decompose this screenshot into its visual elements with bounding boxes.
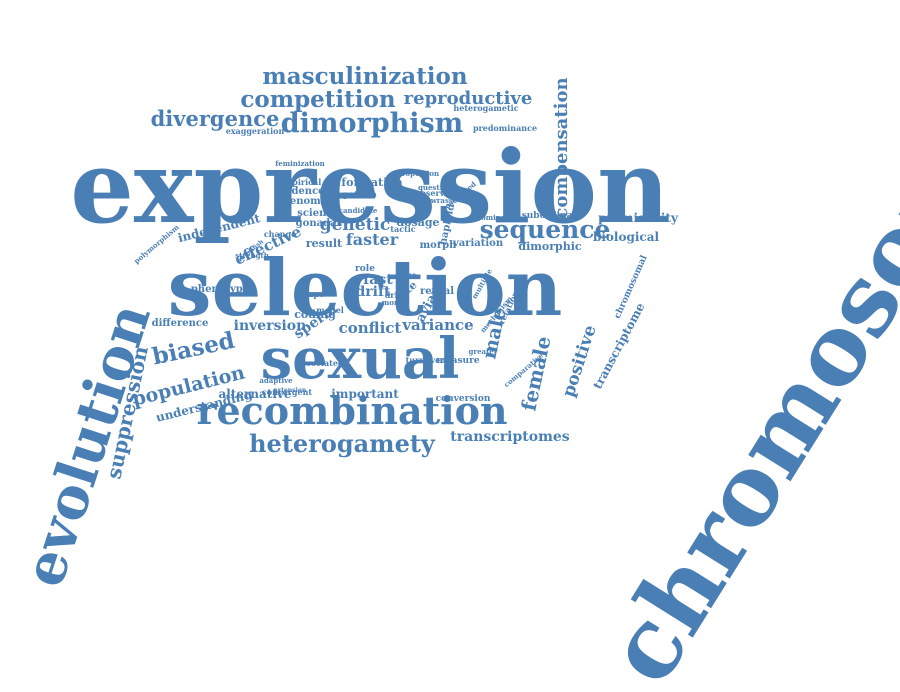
word-alternative: alternative bbox=[218, 387, 291, 401]
word-biological: biological bbox=[593, 230, 660, 244]
word-conversion: conversion bbox=[436, 394, 491, 404]
word-role: role bbox=[355, 264, 375, 274]
word-result: result bbox=[306, 237, 343, 250]
word-important: important bbox=[331, 387, 399, 401]
word-difference: difference bbox=[152, 318, 209, 329]
word-candidate: candidate bbox=[339, 206, 378, 215]
word-associated: associated bbox=[297, 358, 344, 368]
word-variation: variation bbox=[452, 238, 504, 249]
word-observed: observed bbox=[415, 188, 455, 198]
word-science: science bbox=[297, 208, 339, 219]
word-strength: strength bbox=[235, 251, 269, 260]
word-drift: drift bbox=[356, 284, 392, 300]
word-sequence: sequence bbox=[480, 215, 611, 244]
word-sexual: sexual bbox=[261, 326, 460, 392]
word-measure: measure bbox=[436, 356, 479, 366]
word-genome: genome bbox=[283, 196, 327, 207]
word-turnover: turnover bbox=[406, 355, 446, 365]
word-variance: variance bbox=[401, 316, 473, 334]
word-size: size bbox=[399, 270, 416, 280]
word-dominant: dominant bbox=[476, 213, 514, 222]
word-transcriptomes: transcriptomes bbox=[450, 429, 570, 445]
word-change: change bbox=[264, 229, 296, 239]
word-model: model bbox=[316, 305, 344, 315]
word-competition: competition bbox=[240, 86, 395, 113]
word-subordinate: subordinate bbox=[522, 211, 583, 221]
word-empirical: empirical bbox=[279, 177, 322, 187]
word-faster: faster bbox=[346, 230, 399, 249]
word-predominance: predominance bbox=[473, 123, 537, 133]
word-genetic: genetic bbox=[320, 215, 391, 235]
word-formation: formation bbox=[341, 176, 402, 189]
word-evolution: evolution bbox=[11, 296, 164, 595]
word-tactic: tactic bbox=[390, 224, 415, 234]
word-extension: extension bbox=[274, 387, 307, 394]
word-coding: coding bbox=[294, 308, 336, 321]
word-shape: shape bbox=[298, 289, 324, 299]
word-promiscuity: promiscuity bbox=[598, 211, 679, 225]
word-divergence: divergence bbox=[151, 106, 280, 131]
word-recombination: recombination bbox=[196, 388, 507, 433]
word-pattern: pattern bbox=[343, 189, 376, 199]
word-question: question bbox=[418, 183, 452, 192]
word-drive: drive bbox=[385, 290, 408, 300]
word-feminization: feminization bbox=[275, 159, 324, 168]
word-conflict: conflict bbox=[339, 319, 402, 337]
word-morph: morph bbox=[420, 240, 458, 251]
word-more: more bbox=[382, 298, 403, 307]
word-reveal: reveal bbox=[420, 286, 454, 297]
word-expression: expression bbox=[70, 128, 669, 246]
word-convergent: convergent bbox=[262, 387, 312, 397]
word-exaggeration: exaggeration bbox=[226, 126, 285, 136]
word-gonadal: gonadal bbox=[296, 218, 341, 229]
word-inversion: inversion bbox=[234, 318, 307, 334]
word-heterogamety: heterogamety bbox=[249, 429, 436, 458]
word-heterogametic: heterogametic bbox=[453, 103, 518, 113]
word-masculinization: masculinization bbox=[262, 63, 468, 90]
word-reproductive: reproductive bbox=[404, 88, 533, 109]
word-evidence: evidence bbox=[275, 186, 324, 197]
word-greater: greater bbox=[469, 347, 498, 356]
word-proportion: proportion bbox=[397, 169, 439, 178]
word-wrasse: wrasse bbox=[430, 196, 458, 205]
word-dimorphism: dimorphism bbox=[281, 108, 463, 139]
word-dosage: dosage bbox=[396, 216, 439, 229]
word-dimorphic: dimorphic bbox=[518, 240, 582, 253]
word-adaptive: adaptive bbox=[259, 376, 293, 385]
word-selection: selection bbox=[168, 243, 563, 334]
word-fast: fast bbox=[363, 272, 393, 288]
word-phenotype: phenotype bbox=[191, 284, 249, 295]
word-compensation: compensation bbox=[551, 77, 572, 218]
